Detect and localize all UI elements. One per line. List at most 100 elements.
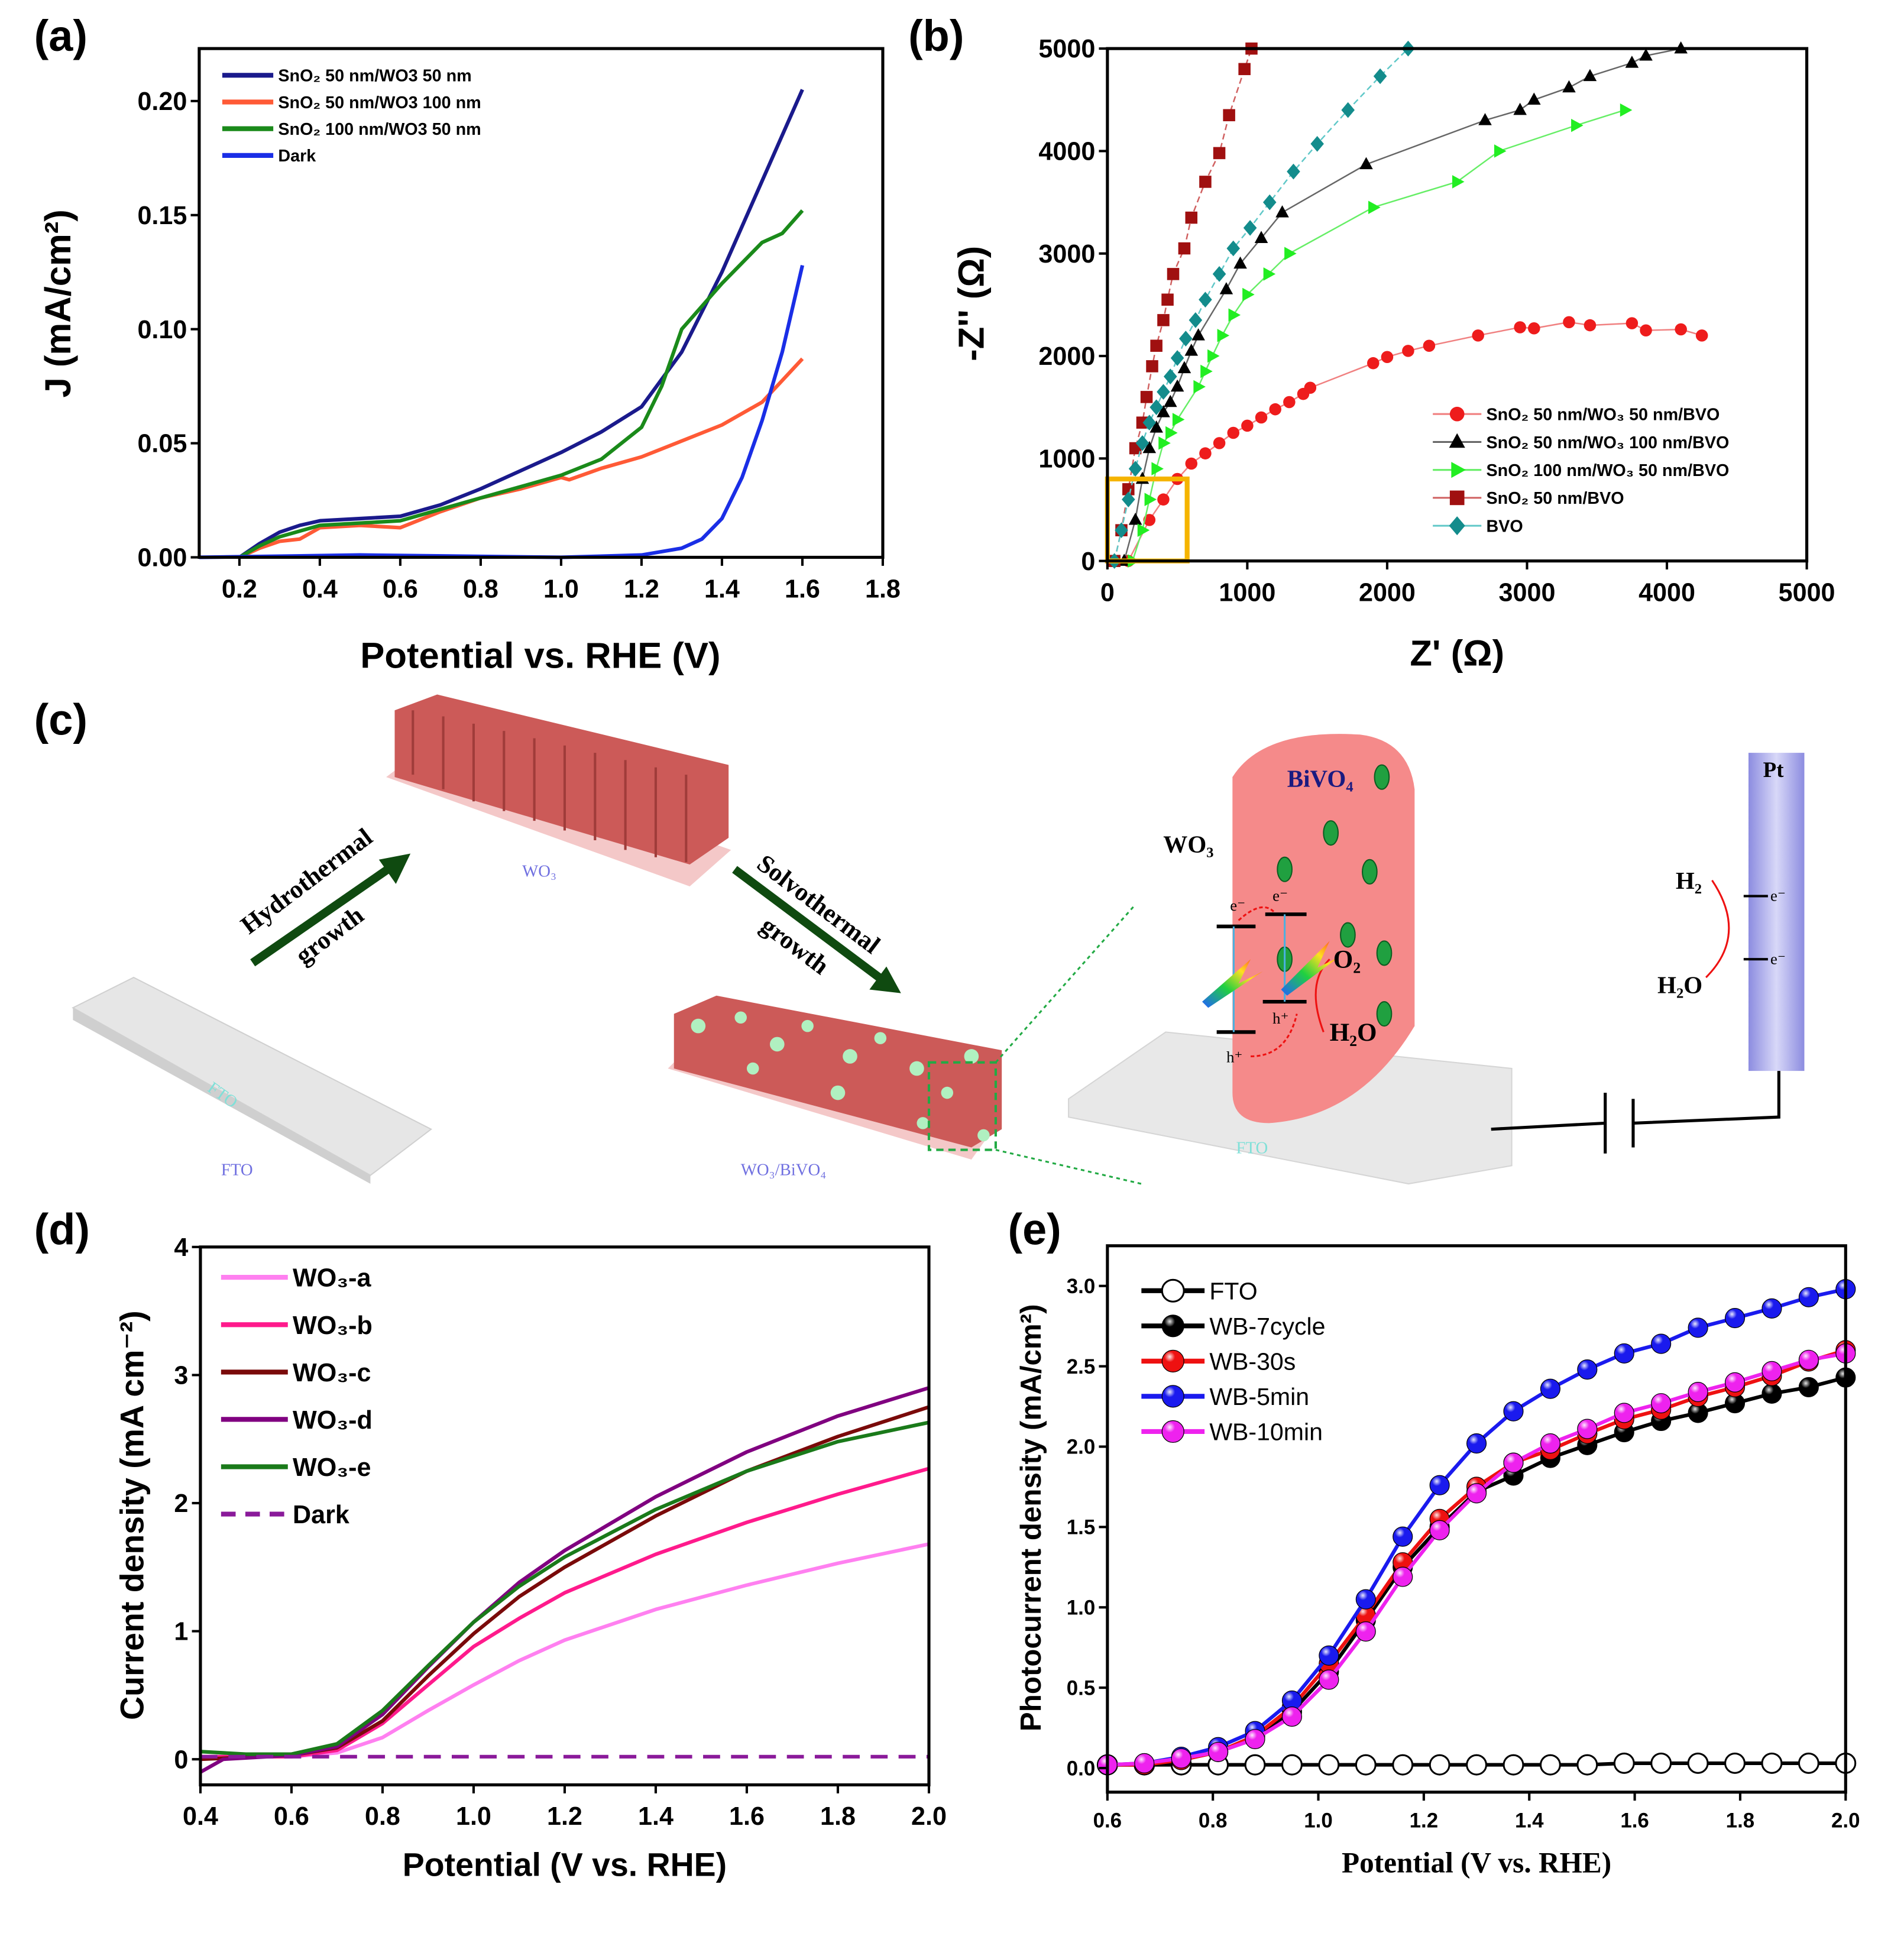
triangle-right-marker xyxy=(1620,103,1633,117)
panel-label-e: (e) xyxy=(1008,1205,1061,1254)
x-axis-title: Potential (V vs. RHE) xyxy=(1342,1846,1611,1879)
legend-item: WO₃-c xyxy=(221,1359,371,1387)
ball-highlight xyxy=(1162,1385,1184,1407)
y-tick-label: 2.5 xyxy=(1067,1355,1096,1378)
panel-label-d: (d) xyxy=(34,1205,90,1254)
legend-item: SnO₂ 50 nm/WO3 100 nm xyxy=(222,93,481,112)
ball-marker xyxy=(1688,1382,1708,1403)
legend-label: FTO xyxy=(1209,1278,1257,1305)
ball-marker xyxy=(1161,1349,1184,1372)
y-tick-label: 2 xyxy=(174,1490,188,1518)
h2o-cathode-label: H₂O xyxy=(1657,972,1702,999)
series-line xyxy=(1132,109,1625,562)
triangle-marker xyxy=(1142,441,1157,454)
x-tick-label: 1.6 xyxy=(785,575,820,603)
ball-marker xyxy=(1429,1475,1450,1495)
ball-highlight xyxy=(1762,1384,1782,1404)
diamond-marker xyxy=(1189,312,1203,328)
ball-marker xyxy=(1798,1349,1819,1370)
x-tick-label: 0.8 xyxy=(463,575,498,603)
circle-marker xyxy=(1213,437,1226,449)
y-axis-title: J (mA/cm²) xyxy=(38,209,79,397)
circle-marker xyxy=(1675,323,1687,336)
ball-highlight xyxy=(1799,1350,1819,1370)
x-tick-label: 1.0 xyxy=(543,575,579,603)
ball-highlight xyxy=(1245,1729,1265,1749)
legend-item: WB-10min xyxy=(1141,1419,1323,1446)
square-marker xyxy=(1178,242,1191,255)
ball-highlight xyxy=(1162,1420,1184,1443)
ball-marker xyxy=(1761,1298,1782,1319)
x-tick-label: 0.4 xyxy=(302,575,338,603)
pt-electron-label: e⁻ xyxy=(1770,887,1786,905)
open-circle-marker xyxy=(1687,1752,1709,1774)
x-tick-label: 1.2 xyxy=(547,1802,582,1831)
diamond-marker xyxy=(1157,384,1170,400)
series-line xyxy=(1113,48,1409,561)
open-circle-marker xyxy=(1503,1754,1524,1776)
ball-highlight xyxy=(1688,1382,1708,1402)
triangle-right-marker xyxy=(1137,523,1150,537)
triangle-marker xyxy=(1157,405,1170,417)
triangle-marker xyxy=(1562,80,1576,93)
circle-marker xyxy=(1269,403,1281,416)
triangle-right-marker xyxy=(1284,247,1297,261)
ball-marker xyxy=(1688,1403,1708,1423)
circle-marker xyxy=(1283,396,1296,409)
legend-label: Dark xyxy=(278,147,316,166)
open-circle-marker xyxy=(1539,1754,1561,1776)
triangle-marker xyxy=(1184,344,1199,356)
legend-label: WO₃-b xyxy=(293,1312,373,1340)
x-axis-title: Potential vs. RHE (V) xyxy=(360,635,720,676)
triangle-marker xyxy=(1233,256,1247,269)
wo3-bivo4-label: WO₃/BiVO₄ xyxy=(741,1161,827,1180)
pt-electrode: Pt H₂ H₂O e⁻ e⁻ xyxy=(1657,753,1805,1071)
x-tick-label: 0.8 xyxy=(1199,1809,1228,1832)
legend-label: SnO₂ 100 nm/WO₃ 50 nm/BVO xyxy=(1486,461,1729,480)
ball-highlight xyxy=(1688,1317,1708,1338)
ball-highlight xyxy=(1282,1707,1302,1727)
series-line xyxy=(199,1386,930,1774)
schematic-panel-c: FTO FTO WO₃ Hydrothermal growth Solvothe… xyxy=(72,694,1805,1185)
circle-marker xyxy=(1255,411,1268,424)
diamond-marker xyxy=(1122,491,1135,508)
panel-label-c: (c) xyxy=(34,695,88,744)
series-sno-50-nm-wo-50-nm-bvo xyxy=(1122,316,1708,567)
diamond-marker xyxy=(1142,415,1157,431)
series-wo-b xyxy=(200,1466,930,1759)
open-circle-marker xyxy=(1355,1754,1377,1776)
diamond-marker xyxy=(1115,522,1128,539)
ball-highlight xyxy=(1393,1527,1413,1547)
square-marker xyxy=(1161,293,1174,306)
series-line xyxy=(1123,47,1681,561)
legend-label: SnO₂ 50 nm/BVO xyxy=(1486,489,1624,508)
ball-highlight xyxy=(1162,1350,1184,1372)
triangle-marker xyxy=(1359,157,1373,170)
diamond-marker xyxy=(1341,102,1355,118)
wo3-film xyxy=(386,694,731,886)
circle-marker xyxy=(1381,351,1394,364)
x-tick-label: 0.8 xyxy=(365,1802,400,1831)
ball-marker xyxy=(1208,1741,1229,1762)
circle-marker xyxy=(1304,381,1317,394)
x-tick-label: 2.0 xyxy=(1831,1809,1860,1832)
x-tick-label: 0 xyxy=(1100,578,1115,607)
legend-label: WB-5min xyxy=(1209,1383,1309,1410)
circle-marker xyxy=(1584,319,1597,332)
ball-marker xyxy=(1281,1707,1302,1727)
panel-label-a: (a) xyxy=(34,11,88,60)
series-line xyxy=(199,264,805,559)
square-marker xyxy=(1223,109,1235,122)
legend-item: WO₃-e xyxy=(221,1453,371,1482)
ball-highlight xyxy=(1356,1621,1376,1641)
series-line xyxy=(238,89,804,559)
ball-highlight xyxy=(1504,1453,1523,1473)
ball-highlight xyxy=(1134,1753,1154,1773)
series-wo-d xyxy=(199,1386,930,1774)
ball-marker xyxy=(1466,1483,1487,1504)
triangle-right-marker xyxy=(1494,144,1507,158)
triangle-marker xyxy=(1128,513,1142,525)
y-tick-label: 0.15 xyxy=(137,202,187,230)
triangle-marker xyxy=(1639,48,1653,61)
x-tick-label: 1.2 xyxy=(1410,1809,1439,1832)
